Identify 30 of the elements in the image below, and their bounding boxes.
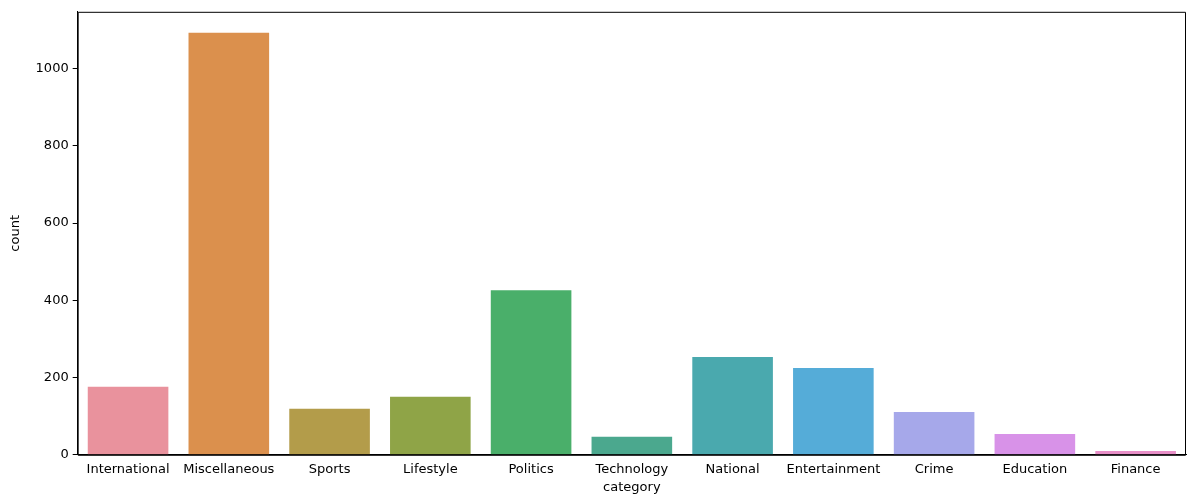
x-tick-label: Technology: [594, 460, 669, 476]
y-tick-label: 600: [43, 214, 69, 230]
y-axis-title: count: [7, 214, 23, 252]
bar: [87, 386, 169, 455]
y-tick-label: 1000: [35, 59, 69, 75]
x-tick-label: Finance: [1110, 460, 1161, 476]
bar: [591, 436, 673, 455]
x-tick-label: Crime: [914, 460, 954, 476]
x-tick-label: Entertainment: [786, 460, 881, 476]
x-tick-label: Education: [1002, 460, 1068, 476]
y-tick-label: 800: [43, 137, 69, 153]
x-tick-label: International: [86, 460, 170, 476]
y-tick-label: 200: [43, 368, 69, 384]
bar: [1095, 450, 1176, 455]
x-tick-label: Sports: [308, 460, 351, 476]
x-axis-title: category: [603, 478, 661, 494]
x-tick-label: Lifestyle: [403, 460, 458, 476]
y-tick-label: 0: [60, 446, 69, 462]
x-tick-label: Miscellaneous: [183, 460, 275, 476]
bar: [390, 396, 471, 455]
bar: [188, 32, 270, 455]
bar: [793, 367, 874, 455]
x-tick-label: National: [705, 460, 760, 476]
bar: [994, 433, 1076, 455]
bar: [893, 411, 975, 455]
bar: [490, 290, 572, 455]
x-tick-label: Politics: [508, 460, 554, 476]
y-tick-label: 400: [43, 291, 69, 307]
bar: [692, 357, 773, 455]
bar: [289, 408, 370, 455]
